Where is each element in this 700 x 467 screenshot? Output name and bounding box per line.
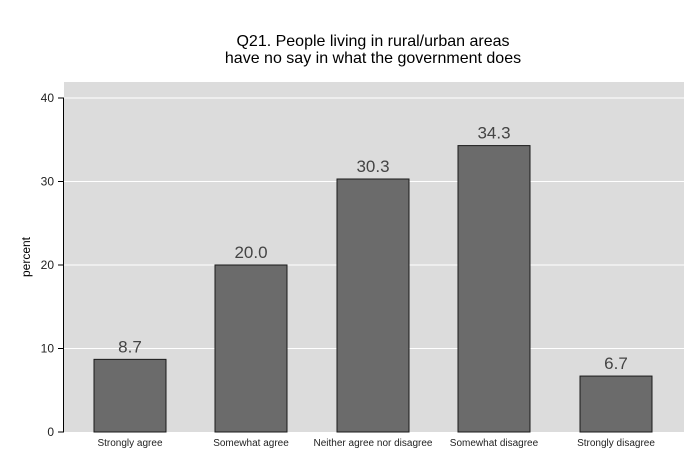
y-axis-label: percent (19, 236, 33, 277)
bar (579, 375, 653, 433)
bar-value-label: 6.7 (604, 354, 628, 373)
x-tick-label: Strongly agree (97, 438, 162, 449)
chart-title-line-2: have no say in what the government does (225, 50, 521, 67)
bar-value-label: 34.3 (477, 124, 510, 143)
y-tick-label: 0 (47, 425, 54, 439)
x-tick-label: Somewhat agree (213, 438, 289, 449)
bar-value-label: 20.0 (234, 243, 267, 262)
bar (336, 178, 410, 433)
y-tick-label: 10 (41, 342, 55, 356)
bar (457, 145, 531, 433)
bar-value-label: 30.3 (356, 157, 389, 176)
bar (214, 264, 288, 433)
chart-title-line-1: Q21. People living in rural/urban areas (236, 33, 509, 50)
bar-value-label: 8.7 (118, 337, 142, 356)
y-tick-label: 30 (41, 175, 55, 189)
y-tick-label: 40 (41, 91, 55, 105)
bar (93, 358, 167, 433)
x-tick-label: Neither agree nor disagree (314, 438, 433, 449)
x-tick-label: Somewhat disagree (450, 438, 539, 449)
y-tick-label: 20 (41, 258, 55, 272)
x-tick-label: Strongly disagree (577, 438, 655, 449)
